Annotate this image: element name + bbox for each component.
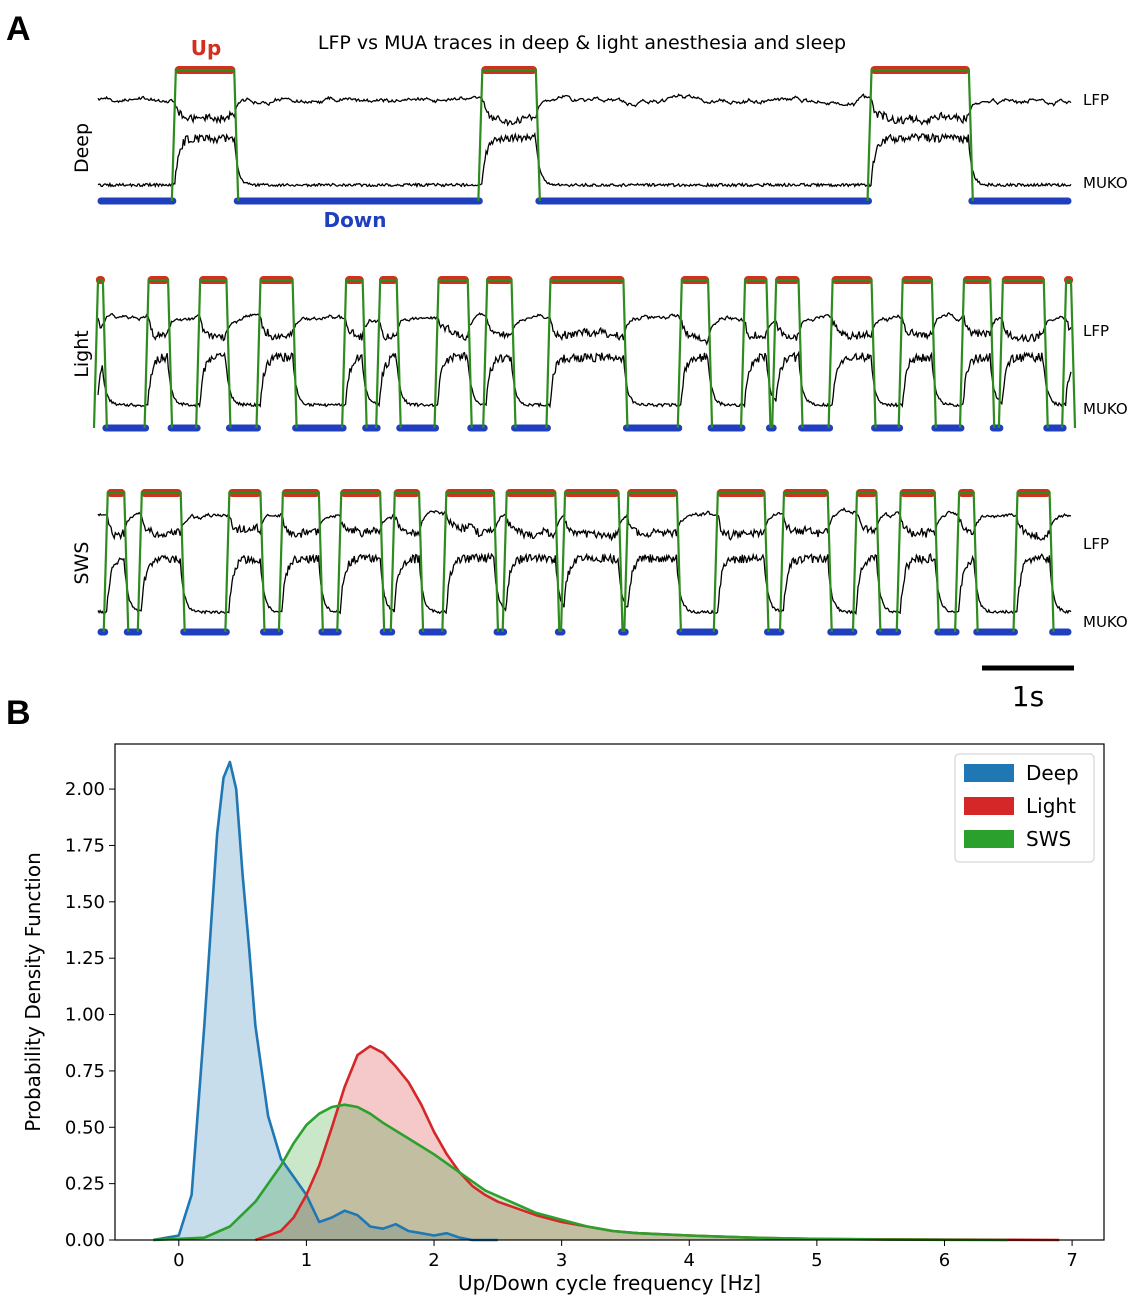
transition-outline (336, 491, 386, 633)
transition-outline (1012, 491, 1055, 633)
legend-swatch-sws (964, 830, 1014, 848)
transition-outline (255, 278, 298, 429)
x-tick-label: 5 (811, 1250, 822, 1271)
panel-a-traces: Deep LFP MUKO Light LFP MUKO SWS LFP MUKO Up Down (71, 36, 1128, 636)
trace-row-sws: SWS LFP MUKO (71, 489, 1128, 636)
mua-label: MUKO (1083, 174, 1128, 192)
transition-outline (778, 491, 833, 633)
transition-outline (827, 278, 877, 429)
y-tick-label: 1.50 (65, 892, 105, 913)
y-axis-label: Probability Density Function (21, 852, 45, 1132)
panel-b-pdf-chart: 0 1 2 3 4 5 6 7 0.00 0.25 0.50 0.75 1.00 1.25 1.50 1.75… (21, 743, 1105, 1295)
lfp-trace (97, 312, 1072, 346)
panel-a-label: A (6, 10, 31, 48)
y-tick-label: 1.75 (65, 835, 105, 856)
panel-a-title: LFP vs MUA traces in deep & light anesth… (318, 32, 846, 54)
mua-trace (97, 552, 1072, 616)
transition-outline (545, 278, 629, 429)
panel-b-label: B (6, 694, 31, 732)
y-tick-label: 0.75 (65, 1061, 105, 1082)
transition-outline (92, 278, 108, 429)
scalebar: 1s (982, 665, 1074, 713)
transition-outline (477, 68, 541, 202)
transition-outline (441, 491, 500, 633)
transition-outline (375, 278, 402, 429)
area-fill-deep (153, 762, 498, 1240)
y-tick-label: 0.25 (65, 1174, 105, 1195)
plot-frame (114, 743, 1105, 1241)
transition-outline (224, 491, 266, 633)
transition-outline (897, 278, 937, 429)
x-tick-label: 7 (1066, 1250, 1077, 1271)
transition-outline (143, 278, 174, 429)
transition-outline (1061, 278, 1077, 429)
x-tick-label: 6 (939, 1250, 950, 1271)
lfp-label: LFP (1083, 535, 1109, 553)
y-tick-label: 0.00 (65, 1230, 105, 1251)
lfp-trace (97, 507, 1072, 542)
mua-label: MUKO (1083, 613, 1128, 631)
transition-outline (389, 491, 425, 633)
y-tick-label: 1.25 (65, 948, 105, 969)
legend-label-deep: Deep (1026, 761, 1079, 785)
area-fill-light (255, 1046, 1060, 1240)
lfp-label: LFP (1083, 91, 1109, 109)
transition-outline (712, 491, 770, 633)
up-state-label: Up (191, 36, 222, 60)
transition-outline (195, 278, 232, 429)
row-name-label: SWS (71, 542, 93, 585)
transition-outline (866, 68, 974, 202)
transition-outline (559, 491, 624, 633)
row-name-label: Light (71, 330, 93, 377)
x-tick-label: 3 (556, 1250, 567, 1271)
transition-outline (954, 491, 979, 633)
legend-swatch-light (964, 797, 1014, 815)
y-tick-label: 2.00 (65, 779, 105, 800)
transition-outline (277, 491, 324, 633)
transition-outline (136, 491, 186, 633)
lfp-trace (97, 93, 1072, 127)
transition-outline (433, 278, 473, 429)
y-tick-label: 1.00 (65, 1005, 105, 1026)
transition-outline (341, 278, 368, 429)
transition-outline (676, 278, 714, 429)
mua-label: MUKO (1083, 400, 1128, 418)
transition-outline (771, 278, 804, 429)
down-state-label: Down (323, 208, 386, 232)
transition-outline (997, 278, 1049, 429)
area-fill-sws (153, 1104, 1009, 1240)
trace-row-deep: Deep LFP MUKO (71, 66, 1128, 205)
transition-outline (501, 491, 561, 633)
x-tick-label: 0 (173, 1250, 184, 1271)
transition-outline (851, 491, 882, 633)
row-name-label: Deep (71, 123, 93, 173)
transition-outline (895, 491, 940, 633)
x-axis-label: Up/Down cycle frequency [Hz] (458, 1271, 761, 1295)
legend-label-light: Light (1026, 794, 1076, 818)
transition-outline (623, 491, 683, 633)
mua-trace (97, 131, 1072, 189)
x-tick-label: 2 (428, 1250, 439, 1271)
scalebar-label: 1s (1012, 680, 1044, 713)
transition-outline (958, 278, 996, 429)
transition-outline (102, 491, 130, 633)
legend-label-sws: SWS (1026, 827, 1071, 851)
legend-swatch-deep (964, 764, 1014, 782)
lfp-label: LFP (1083, 322, 1109, 340)
x-tick-label: 1 (301, 1250, 312, 1271)
transition-outline (170, 68, 240, 202)
transition-outline (482, 278, 517, 429)
y-tick-label: 0.50 (65, 1117, 105, 1138)
transition-outline (739, 278, 772, 429)
trace-row-light: Light LFP MUKO (71, 276, 1128, 432)
mua-trace (97, 350, 1072, 409)
pdf-line-sws (153, 1103, 1009, 1242)
legend: Deep Light SWS (954, 753, 1095, 863)
x-tick-label: 4 (684, 1250, 695, 1271)
